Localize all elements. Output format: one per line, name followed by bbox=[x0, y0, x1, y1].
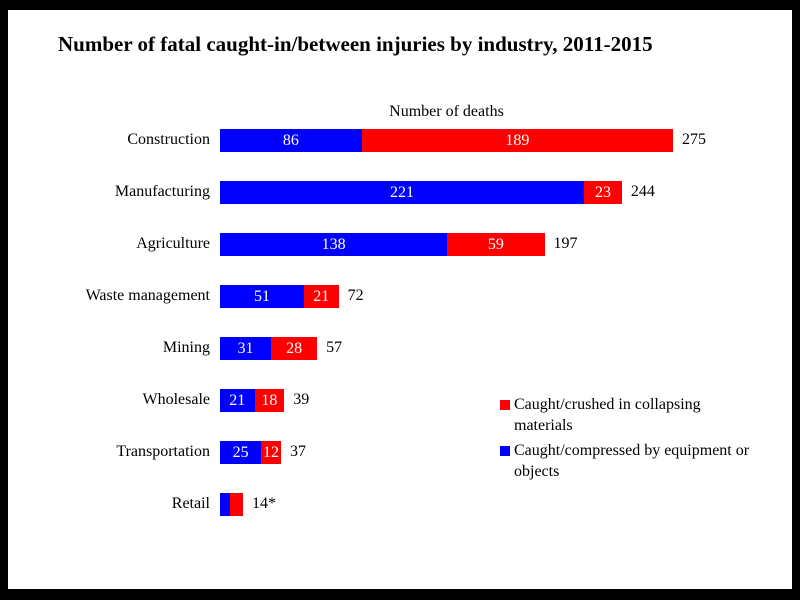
chart-row-waste-management: Waste management 51 21 72 bbox=[8, 270, 792, 322]
bar-agriculture: 138 59 197 bbox=[220, 232, 578, 256]
category-label: Transportation bbox=[116, 443, 210, 460]
axis-top-label: Number of deaths bbox=[389, 103, 504, 120]
category-label: Mining bbox=[162, 339, 210, 356]
bar-segment-blue: 21 bbox=[220, 388, 255, 412]
total-label: 244 bbox=[630, 183, 655, 200]
blue-swatch-icon bbox=[500, 446, 510, 456]
total-label: 37 bbox=[289, 443, 306, 460]
chart-row-retail: Retail 14* bbox=[8, 478, 792, 530]
chart-row-agriculture: Agriculture 138 59 197 bbox=[8, 218, 792, 270]
category-label: Manufacturing bbox=[114, 183, 210, 200]
segment-value: 12 bbox=[263, 443, 280, 461]
bar-segment-blue: 25 bbox=[220, 440, 262, 464]
segment-value: 18 bbox=[261, 391, 278, 409]
segment-value: 189 bbox=[505, 131, 530, 149]
total-label: 14* bbox=[252, 495, 277, 512]
bar-construction: 86 189 275 bbox=[220, 128, 706, 152]
chart-row-wholesale: Wholesale 21 18 39 bbox=[8, 374, 792, 426]
segment-value: 23 bbox=[594, 183, 611, 201]
category-label: Waste management bbox=[85, 287, 210, 304]
bar-segment-blue: 31 bbox=[220, 336, 272, 360]
bar-segment-blue: 51 bbox=[220, 284, 304, 308]
category-label: Wholesale bbox=[142, 391, 210, 408]
chart-title: Number of fatal caught-in/between injuri… bbox=[58, 32, 653, 56]
bar-segment-red: 23 bbox=[584, 180, 622, 204]
bar-transportation: 25 12 37 bbox=[220, 440, 306, 464]
bar-segment-red: 189 bbox=[361, 128, 673, 152]
legend-item-collapsing-materials: Caught/crushed in collapsing materials bbox=[500, 394, 756, 436]
chart-row-construction: Construction 86 189 275 bbox=[8, 114, 792, 166]
bar-rows: Construction 86 189 275 Manufacturing 22… bbox=[8, 114, 792, 530]
chart-row-manufacturing: Manufacturing 221 23 244 bbox=[8, 166, 792, 218]
bar-segment-red: 18 bbox=[254, 388, 285, 412]
chart-row-mining: Mining 31 28 57 bbox=[8, 322, 792, 374]
legend-label: Caught/compressed by equipment or object… bbox=[514, 442, 750, 480]
segment-value: 138 bbox=[321, 235, 346, 253]
bar-segment-blue: 86 bbox=[220, 128, 362, 152]
bar-segment-blue bbox=[220, 492, 230, 516]
bar-waste-management: 51 21 72 bbox=[220, 284, 364, 308]
legend-label: Caught/crushed in collapsing materials bbox=[514, 396, 701, 434]
total-label: 197 bbox=[553, 235, 578, 252]
legend-item-equipment-objects: Caught/compressed by equipment or object… bbox=[500, 440, 756, 482]
bar-segment-red: 28 bbox=[271, 336, 318, 360]
legend: Caught/crushed in collapsing materials C… bbox=[500, 394, 756, 486]
segment-value: 221 bbox=[390, 183, 415, 201]
segment-value: 31 bbox=[237, 339, 254, 357]
total-label: 57 bbox=[326, 339, 343, 356]
total-label: 275 bbox=[681, 131, 706, 148]
bar-segment-red: 21 bbox=[304, 284, 339, 308]
bar-segment-red bbox=[229, 492, 244, 516]
red-swatch-icon bbox=[500, 400, 510, 410]
total-label: 72 bbox=[347, 287, 364, 304]
chart-row-transportation: Transportation 25 12 37 bbox=[8, 426, 792, 478]
segment-value: 51 bbox=[254, 287, 270, 305]
segment-value: 86 bbox=[282, 131, 299, 149]
category-label: Retail bbox=[171, 495, 210, 512]
category-label: Construction bbox=[127, 131, 210, 148]
bar-mining: 31 28 57 bbox=[220, 336, 343, 360]
bar-wholesale: 21 18 39 bbox=[220, 388, 310, 412]
bar-segment-blue: 138 bbox=[220, 232, 448, 256]
segment-value: 21 bbox=[313, 287, 330, 305]
segment-value: 21 bbox=[229, 391, 246, 409]
bar-segment-blue: 221 bbox=[220, 180, 585, 204]
bar-segment-red: 59 bbox=[447, 232, 545, 256]
segment-value: 59 bbox=[487, 235, 504, 253]
segment-value: 28 bbox=[286, 339, 303, 357]
bar-segment-red: 12 bbox=[261, 440, 281, 464]
segment-value: 25 bbox=[232, 443, 249, 461]
bar-manufacturing: 221 23 244 bbox=[220, 180, 655, 204]
total-label: 39 bbox=[293, 391, 310, 408]
category-label: Agriculture bbox=[136, 235, 210, 252]
chart-panel: Number of fatal caught-in/between injuri… bbox=[8, 10, 792, 589]
bar-retail: 14* bbox=[220, 492, 277, 516]
